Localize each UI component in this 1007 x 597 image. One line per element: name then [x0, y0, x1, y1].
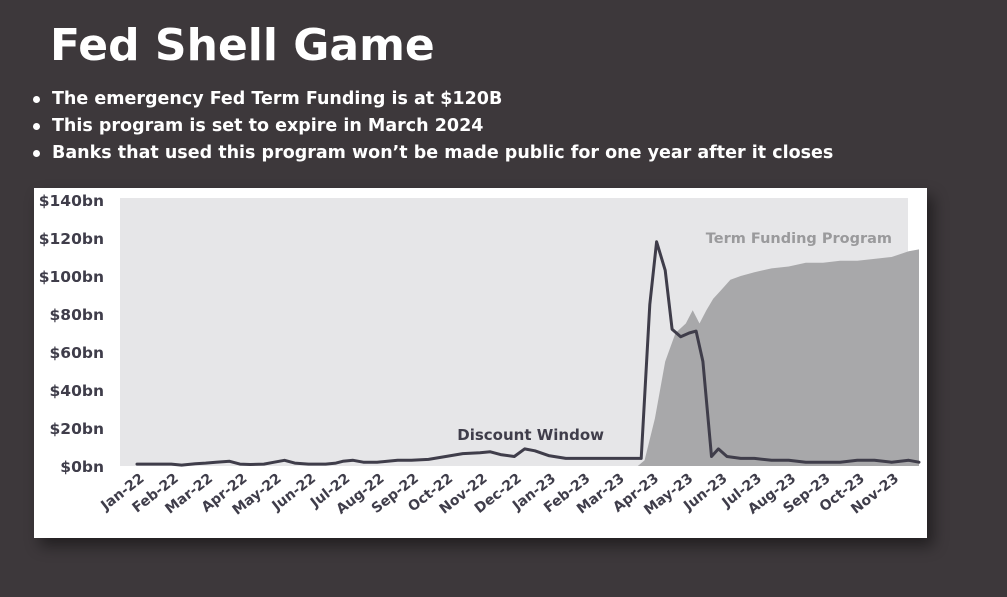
bullet-text: Banks that used this program won’t be ma… [52, 143, 834, 163]
y-tick-label: $80bn [50, 306, 105, 324]
discount-window-line [135, 240, 921, 467]
y-tick-label: $140bn [39, 192, 104, 210]
bullet-text: The emergency Fed Term Funding is at $12… [52, 89, 503, 109]
bullet-dot-icon [33, 123, 40, 130]
slide-title: Fed Shell Game [50, 20, 435, 71]
bullet-list: The emergency Fed Term Funding is at $12… [30, 86, 833, 167]
y-tick-label: $40bn [50, 382, 105, 400]
bullet-text: This program is set to expire in March 2… [52, 116, 484, 136]
y-tick-label: $100bn [39, 268, 104, 286]
bullet-dot-icon [33, 150, 40, 157]
y-tick-label: $0bn [60, 458, 104, 476]
y-tick-label: $60bn [50, 344, 105, 362]
bullet-item: Banks that used this program won’t be ma… [30, 140, 833, 167]
term-funding-label: Term Funding Program [706, 231, 892, 247]
discount-window-label: Discount Window [457, 426, 604, 444]
y-tick-label: $20bn [50, 420, 105, 438]
bullet-dot-icon [33, 96, 40, 103]
bullet-item: This program is set to expire in March 2… [30, 113, 833, 140]
chart-panel: $0bn $20bn $40bn $60bn $80bn $100bn $120bn $140… [34, 188, 927, 538]
y-tick-label: $120bn [39, 230, 104, 248]
chart: $0bn $20bn $40bn $60bn $80bn $100bn $120bn $140… [39, 192, 921, 518]
bullet-item: The emergency Fed Term Funding is at $12… [30, 86, 833, 113]
